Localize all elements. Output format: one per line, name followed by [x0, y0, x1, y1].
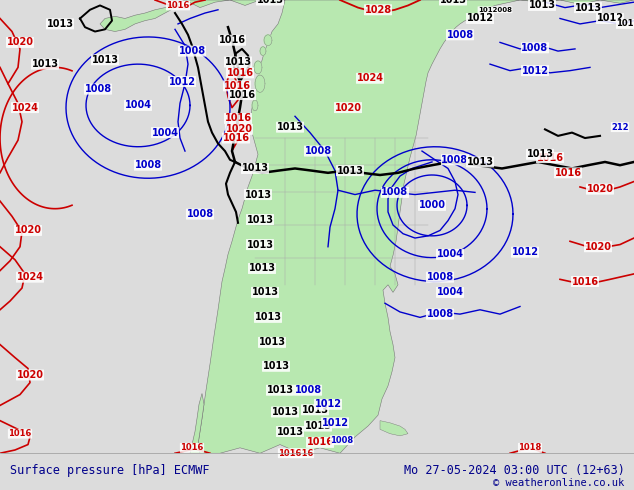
Text: 1012: 1012: [522, 66, 548, 75]
Text: 1018: 1018: [519, 443, 541, 452]
Polygon shape: [252, 100, 258, 111]
Text: 1013: 1013: [276, 426, 304, 437]
Text: 1016: 1016: [223, 133, 250, 143]
Text: © weatheronline.co.uk: © weatheronline.co.uk: [493, 478, 624, 488]
Text: 1013: 1013: [242, 164, 269, 173]
Text: 1008: 1008: [427, 309, 453, 319]
Text: 1013: 1013: [259, 338, 285, 347]
Polygon shape: [264, 35, 272, 46]
Text: 1013: 1013: [266, 385, 294, 395]
Text: 1013: 1013: [46, 19, 74, 29]
Text: 1024: 1024: [356, 74, 384, 83]
Text: 1016: 1016: [536, 152, 564, 163]
Text: 1008: 1008: [382, 187, 408, 197]
Polygon shape: [190, 393, 204, 453]
Text: 1000: 1000: [418, 200, 446, 210]
Polygon shape: [185, 0, 634, 453]
Text: 1016: 1016: [180, 443, 204, 452]
Text: 1013: 1013: [337, 166, 363, 175]
Text: 1004: 1004: [436, 287, 463, 297]
Polygon shape: [254, 61, 262, 74]
Text: 1012008: 1012008: [478, 7, 512, 13]
Text: 1013: 1013: [574, 2, 602, 13]
Text: 1013: 1013: [257, 0, 283, 5]
Text: 1016: 1016: [290, 449, 314, 458]
Text: 1020: 1020: [335, 102, 361, 113]
Text: 1013: 1013: [304, 421, 332, 431]
Text: 1008: 1008: [304, 146, 332, 156]
Text: 1008: 1008: [330, 436, 354, 445]
Text: 1013: 1013: [467, 157, 493, 167]
Text: 1020: 1020: [6, 37, 34, 48]
Text: 1020: 1020: [15, 225, 41, 235]
Text: 1016: 1016: [8, 429, 32, 438]
Text: 1024: 1024: [16, 272, 44, 282]
Text: 1013: 1013: [32, 59, 58, 69]
Text: 1013: 1013: [526, 149, 553, 159]
Text: 1013: 1013: [224, 57, 252, 67]
Text: 1008: 1008: [186, 209, 214, 219]
Text: 1020: 1020: [586, 184, 614, 194]
Text: 1008: 1008: [521, 43, 548, 53]
Text: 1016: 1016: [571, 276, 598, 287]
Text: 1008: 1008: [446, 30, 474, 40]
Text: 1016: 1016: [278, 449, 302, 458]
Text: 1024: 1024: [11, 102, 39, 113]
Text: 1013: 1013: [252, 287, 278, 297]
Text: 1012: 1012: [597, 14, 623, 24]
Text: 1012: 1012: [314, 399, 342, 409]
Text: 1016: 1016: [228, 90, 256, 99]
Text: 1008: 1008: [178, 46, 205, 56]
Text: 1020: 1020: [226, 124, 252, 134]
Text: 1008: 1008: [84, 84, 112, 94]
Text: 1012: 1012: [512, 247, 538, 257]
Text: 1013: 1013: [529, 0, 555, 10]
Text: 1013: 1013: [439, 0, 467, 5]
Text: 1028: 1028: [365, 5, 392, 15]
Text: 1016: 1016: [555, 168, 581, 178]
Text: 1013: 1013: [271, 407, 299, 417]
Text: 1016: 1016: [306, 438, 333, 447]
Text: 1012: 1012: [169, 76, 195, 87]
Text: 1016: 1016: [226, 68, 254, 78]
Text: 1016: 1016: [224, 81, 250, 91]
Text: 1013: 1013: [262, 361, 290, 371]
Polygon shape: [255, 75, 265, 92]
Text: 1008: 1008: [134, 160, 162, 170]
Text: 1013: 1013: [245, 190, 271, 199]
Text: 1013: 1013: [91, 55, 119, 65]
Text: 1004: 1004: [124, 100, 152, 110]
Text: 1008: 1008: [441, 155, 469, 165]
Text: 1013: 1013: [616, 20, 634, 28]
Text: 1013: 1013: [302, 405, 328, 415]
Polygon shape: [380, 420, 408, 436]
Text: 1013: 1013: [247, 240, 273, 249]
Text: 212: 212: [611, 122, 629, 132]
Text: 1004: 1004: [436, 249, 463, 259]
Text: 1012: 1012: [467, 14, 493, 24]
Text: 1013: 1013: [254, 313, 281, 322]
Text: 1016: 1016: [224, 114, 252, 123]
Text: 1008: 1008: [427, 272, 453, 282]
Text: Mo 27-05-2024 03:00 UTC (12+63): Mo 27-05-2024 03:00 UTC (12+63): [404, 464, 624, 477]
Text: 1008: 1008: [294, 385, 321, 395]
Text: 1013: 1013: [247, 215, 273, 224]
Text: 1013: 1013: [276, 122, 304, 132]
Text: 1012: 1012: [321, 418, 349, 428]
Text: 1016: 1016: [219, 35, 245, 45]
Text: Surface pressure [hPa] ECMWF: Surface pressure [hPa] ECMWF: [10, 464, 209, 477]
Text: 1013: 1013: [249, 264, 276, 273]
Polygon shape: [100, 0, 185, 31]
Text: 1020: 1020: [585, 242, 612, 252]
Text: 1016: 1016: [166, 1, 190, 10]
Polygon shape: [260, 47, 266, 55]
Text: 1004: 1004: [152, 127, 179, 138]
Text: 1020: 1020: [16, 370, 44, 380]
